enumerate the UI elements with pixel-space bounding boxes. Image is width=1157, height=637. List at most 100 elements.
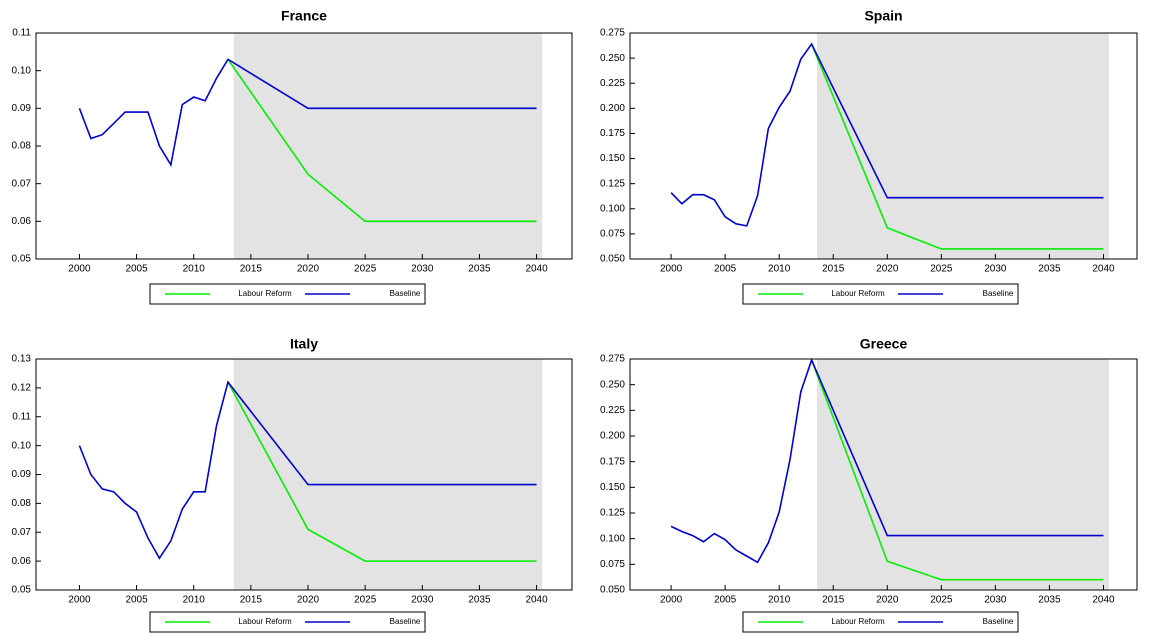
y-tick-label: 0.12: [12, 383, 32, 394]
x-tick-label: 2035: [1038, 595, 1061, 606]
y-tick-label: 0.100: [600, 203, 625, 214]
x-tick-label: 2040: [1092, 595, 1115, 606]
y-tick-label: 0.275: [600, 354, 625, 365]
y-tick-label: 0.125: [600, 508, 625, 519]
chart-title: Italy: [290, 336, 318, 352]
legend-box: [742, 611, 1019, 633]
plot-frame: [629, 358, 1138, 591]
x-tick-label: 2005: [714, 264, 737, 275]
x-tick-label: 2010: [768, 264, 791, 275]
x-tick-label: 2025: [930, 264, 953, 275]
y-tick-label: 0.175: [600, 456, 625, 467]
x-tick-label: 2000: [660, 595, 683, 606]
x-tick-label: 2015: [822, 264, 845, 275]
y-tick-label: 0.11: [12, 28, 31, 39]
legend-label: Baseline: [390, 289, 421, 298]
y-tick-label: 0.225: [600, 405, 625, 416]
x-tick-label: 2020: [876, 595, 899, 606]
chart-title: Greece: [860, 336, 908, 352]
x-tick-label: 2030: [984, 595, 1007, 606]
x-tick-label: 2015: [240, 595, 263, 606]
x-tick-label: 2020: [876, 264, 899, 275]
y-tick-label: 0.06: [12, 216, 32, 227]
legend-box: [149, 283, 426, 305]
x-tick-label: 2000: [68, 595, 91, 606]
series-line: [227, 381, 537, 562]
x-tick-label: 2025: [354, 264, 377, 275]
legend-label: Labour Reform: [238, 289, 292, 298]
y-tick-label: 0.225: [600, 78, 625, 89]
series-line: [227, 58, 537, 223]
y-tick-label: 0.06: [12, 556, 32, 567]
x-tick-label: 2025: [930, 595, 953, 606]
series-line: [670, 357, 1104, 564]
legend-label: Baseline: [983, 617, 1014, 626]
y-tick-label: 0.250: [600, 53, 625, 64]
y-tick-label: 0.150: [600, 153, 625, 164]
x-tick-label: 2015: [822, 595, 845, 606]
x-tick-label: 2000: [68, 264, 91, 275]
series-line: [810, 359, 1104, 581]
y-tick-label: 0.200: [600, 431, 625, 442]
y-tick-label: 0.250: [600, 379, 625, 390]
x-tick-label: 2005: [125, 264, 148, 275]
series-line: [78, 380, 537, 560]
x-tick-label: 2040: [1092, 264, 1115, 275]
x-tick-label: 2030: [411, 264, 434, 275]
x-tick-label: 2010: [183, 595, 206, 606]
y-tick-label: 0.09: [12, 103, 32, 114]
y-tick-label: 0.075: [600, 559, 625, 570]
chart-title: Spain: [864, 8, 902, 24]
projection-shade: [817, 359, 1109, 590]
y-tick-label: 0.05: [12, 254, 32, 265]
y-tick-label: 0.10: [12, 440, 32, 451]
series-line: [670, 42, 1104, 227]
series-line: [810, 43, 1104, 250]
x-tick-label: 2040: [525, 595, 548, 606]
y-tick-label: 0.08: [12, 498, 32, 509]
plot-frame: [629, 32, 1138, 260]
x-tick-label: 2005: [125, 595, 148, 606]
x-tick-label: 2020: [297, 264, 320, 275]
x-tick-label: 2005: [714, 595, 737, 606]
x-tick-label: 2010: [183, 264, 206, 275]
projection-shade: [233, 359, 543, 590]
y-tick-label: 0.07: [12, 178, 32, 189]
x-tick-label: 2015: [240, 264, 263, 275]
legend-label: Labour Reform: [831, 289, 885, 298]
legend-label: Labour Reform: [831, 617, 885, 626]
legend-label: Labour Reform: [238, 617, 292, 626]
chart-title: France: [281, 8, 327, 24]
y-tick-label: 0.050: [600, 585, 625, 596]
y-tick-label: 0.07: [12, 527, 32, 538]
y-tick-label: 0.10: [12, 65, 32, 76]
x-tick-label: 2000: [660, 264, 683, 275]
legend-label: Baseline: [390, 617, 421, 626]
series-line: [78, 58, 537, 168]
y-tick-label: 0.08: [12, 141, 32, 152]
y-tick-label: 0.13: [12, 354, 32, 365]
projection-shade: [233, 33, 543, 259]
y-tick-label: 0.200: [600, 103, 625, 114]
y-tick-label: 0.150: [600, 482, 625, 493]
x-tick-label: 2035: [468, 264, 491, 275]
x-tick-label: 2030: [984, 264, 1007, 275]
y-tick-label: 0.050: [600, 254, 625, 265]
x-tick-label: 2030: [411, 595, 434, 606]
y-tick-label: 0.05: [12, 585, 32, 596]
x-tick-label: 2035: [1038, 264, 1061, 275]
y-tick-label: 0.11: [12, 411, 31, 422]
y-tick-label: 0.125: [600, 178, 625, 189]
projection-shade: [817, 33, 1109, 259]
x-tick-label: 2035: [468, 595, 491, 606]
x-tick-label: 2025: [354, 595, 377, 606]
y-tick-label: 0.275: [600, 28, 625, 39]
x-tick-label: 2010: [768, 595, 791, 606]
legend-label: Baseline: [983, 289, 1014, 298]
y-tick-label: 0.075: [600, 229, 625, 240]
y-tick-label: 0.100: [600, 533, 625, 544]
legend-box: [149, 611, 426, 633]
x-tick-label: 2040: [525, 264, 548, 275]
legend-box: [742, 283, 1019, 305]
